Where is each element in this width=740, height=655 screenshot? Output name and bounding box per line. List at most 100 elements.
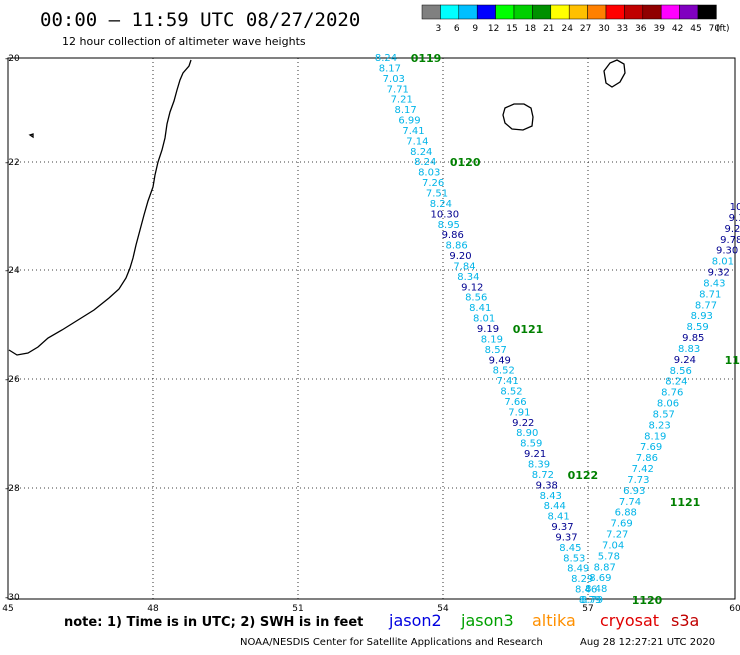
wave-height-value: 8.52 xyxy=(500,387,522,398)
wave-height-value: 7.41 xyxy=(496,376,518,387)
wave-height-value: 8.24 xyxy=(414,157,436,168)
longitude-labels: 45 48 51 54 57 60 xyxy=(2,604,740,614)
scale-swatch xyxy=(458,4,478,20)
wave-height-value: 8.24 xyxy=(410,147,432,158)
wave-height-value: 9.24 xyxy=(674,355,696,366)
wave-height-value: 8.72 xyxy=(532,470,554,481)
land-outlines xyxy=(8,59,626,356)
page-title: 00:00 – 11:59 UTC 08/27/2020 xyxy=(40,9,360,31)
scale-swatch xyxy=(697,4,717,20)
scale-swatch xyxy=(421,4,441,20)
latitude-label: -22 xyxy=(5,158,20,168)
scale-swatch xyxy=(605,4,625,20)
scale-tick-label: 42 xyxy=(672,24,683,34)
pass-time-label: 1122 xyxy=(725,354,740,367)
wave-height-value: 7.74 xyxy=(619,497,641,508)
pass-time-label: 0120 xyxy=(450,156,481,169)
wave-height-value: 9.37 xyxy=(551,522,573,533)
footer-timestamp: Aug 28 12:27:21 UTC 2020 xyxy=(580,637,715,648)
pass-time-label: 1121 xyxy=(670,496,701,509)
wave-height-value: 8.43 xyxy=(703,278,725,289)
scale-tick-label: 36 xyxy=(635,24,647,34)
scale-swatch xyxy=(660,4,680,20)
wave-height-value: 8.90 xyxy=(516,428,538,439)
wave-height-value: 8.87 xyxy=(594,562,616,573)
wave-height-value: 7.66 xyxy=(504,397,526,408)
scale-tick-label: 6 xyxy=(454,24,460,34)
page-subtitle: 12 hour collection of altimeter wave hei… xyxy=(62,35,306,48)
longitude-label: 45 xyxy=(2,604,13,614)
satellite-legend-item: s3a xyxy=(671,611,699,630)
wave-height-value: 8.83 xyxy=(678,344,700,355)
wave-height-value: 8.03 xyxy=(418,168,440,179)
wave-height-value: 5.78 xyxy=(598,551,620,562)
wave-height-value: 7.73 xyxy=(627,475,649,486)
pass-time-label: 0122 xyxy=(568,469,599,482)
wave-height-value: 8.34 xyxy=(457,272,479,283)
scale-tick-label: 3 xyxy=(436,24,442,34)
wave-height-value: 8.29 xyxy=(571,574,593,585)
longitude-label: 54 xyxy=(437,604,449,614)
wave-height-value: 8.43 xyxy=(540,491,562,502)
scale-swatch xyxy=(513,4,533,20)
legend-note: note: 1) Time is in UTC; 2) SWH is in fe… xyxy=(64,615,363,630)
scale-swatch xyxy=(550,4,570,20)
latitude-label: -28 xyxy=(5,484,20,494)
wave-height-value: 8.06 xyxy=(657,399,679,410)
scale-tick-label: 30 xyxy=(598,24,610,34)
wave-height-value: 8.56 xyxy=(465,293,487,304)
wave-height-value: 8.59 xyxy=(520,439,542,450)
scale-tick-label: 9 xyxy=(472,24,478,34)
pass-time-label: 0121 xyxy=(513,323,544,336)
scale-swatch xyxy=(532,4,552,20)
satellite-legend-item: jason2 xyxy=(388,611,442,630)
scale-swatch xyxy=(679,4,699,20)
scale-swatch xyxy=(642,4,662,20)
wave-height-value: 9.85 xyxy=(682,333,704,344)
longitude-label: 51 xyxy=(292,604,303,614)
satellite-legend-item: cryosat xyxy=(600,611,659,630)
wave-height-value: 9.19 xyxy=(477,324,499,335)
scale-tick-label: 39 xyxy=(653,24,665,34)
wave-height-value: 8.48 xyxy=(585,584,607,595)
wave-height-value: 7.42 xyxy=(632,464,654,475)
wave-height-value: 8.79 xyxy=(581,595,603,606)
wave-height-value: 9.86 xyxy=(442,230,464,241)
wave-height-value: 10.10 xyxy=(730,202,740,213)
latitude-label: -20 xyxy=(5,54,20,64)
longitude-label: 48 xyxy=(147,604,159,614)
wave-height-value: 8.19 xyxy=(481,334,503,345)
wave-height-value: 8.01 xyxy=(712,257,734,268)
wave-height-value: 7.84 xyxy=(453,262,475,273)
wave-height-value: 8.57 xyxy=(653,409,675,420)
wave-height-value: 8.77 xyxy=(695,300,717,311)
wave-height-value: 8.86 xyxy=(445,241,467,252)
wave-height-value: 8.17 xyxy=(379,63,401,74)
wave-height-value: 8.45 xyxy=(559,543,581,554)
wave-height-value: 8.52 xyxy=(493,366,515,377)
wave-height-value: 8.17 xyxy=(394,105,416,116)
small-island xyxy=(28,133,34,139)
wave-height-value: 8.57 xyxy=(485,345,507,356)
madagascar-coastline xyxy=(8,59,192,356)
wave-height-value: 8.24 xyxy=(665,377,687,388)
satellite-legend: jason2 jason3 altika cryosat s3a xyxy=(388,611,699,630)
wave-height-value: 7.69 xyxy=(610,519,632,530)
wave-height-value: 8.71 xyxy=(699,289,721,300)
wave-height-value: 9.38 xyxy=(536,480,558,491)
wave-height-value: 8.59 xyxy=(686,322,708,333)
satellite-legend-item: altika xyxy=(532,611,576,630)
scale-swatch xyxy=(440,4,460,20)
latitude-label: -26 xyxy=(5,375,20,385)
wave-height-value: 9.12 xyxy=(461,282,483,293)
satellite-legend-item: jason3 xyxy=(460,611,514,630)
wave-height-value: 8.76 xyxy=(661,388,683,399)
scale-tick-label: 12 xyxy=(488,24,499,34)
scale-unit-label: (ft) xyxy=(716,24,730,34)
wave-height-value: 9.37 xyxy=(555,533,577,544)
wave-height-value: 8.24 xyxy=(430,199,452,210)
wave-height-value: 9.30 xyxy=(716,246,738,257)
footer-credit: NOAA/NESDIS Center for Satellite Applica… xyxy=(240,637,543,648)
